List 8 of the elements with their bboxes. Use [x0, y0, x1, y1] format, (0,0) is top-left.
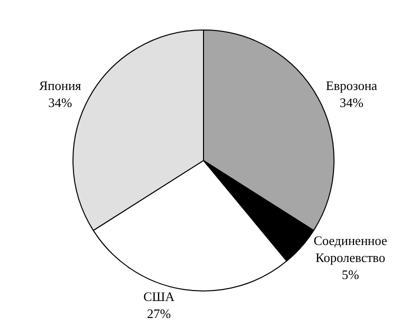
data-label: 5% — [342, 266, 360, 282]
slice-label: Соединенное Королевство — [314, 233, 388, 265]
slice-label: Япония — [39, 78, 82, 93]
data-label: 34% — [48, 94, 72, 110]
slice-label: Еврозона — [326, 78, 378, 93]
slice-label: США — [143, 289, 176, 304]
data-label: 34% — [340, 94, 364, 110]
data-label: 27% — [146, 306, 171, 321]
